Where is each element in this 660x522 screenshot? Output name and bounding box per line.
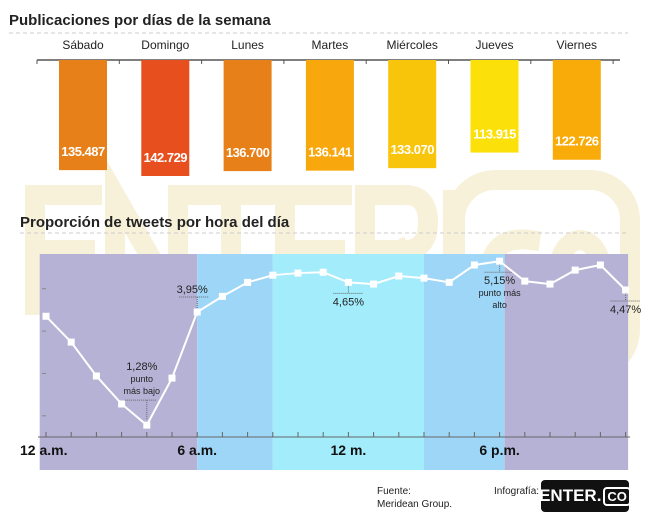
- time-band: [197, 254, 273, 470]
- bar-value-label: 113.915: [473, 127, 516, 142]
- bar-value-label: 136.141: [308, 145, 352, 160]
- tweets-line: [45, 260, 627, 427]
- data-point: [143, 421, 151, 429]
- time-band: [504, 254, 629, 470]
- bar-jueves: [470, 60, 519, 153]
- data-point: [470, 261, 478, 269]
- bar-value-label: 142.729: [144, 150, 188, 165]
- bar-sábado: [59, 60, 107, 171]
- line-chart-title: Proporción de tweets por hora del día: [20, 214, 290, 231]
- enter-co-logo: ENTER. CO: [539, 480, 631, 512]
- data-point: [521, 277, 529, 285]
- x-tick-label: 6 a.m.: [177, 442, 217, 458]
- data-point: [445, 278, 453, 286]
- bar-value-label: 135.487: [61, 144, 105, 159]
- logo-main: ENTER.: [539, 486, 602, 505]
- data-point: [42, 312, 50, 320]
- day-label: Viernes: [557, 38, 597, 52]
- time-band: [272, 254, 424, 470]
- line-chart: 1,28%punto más bajo 3,95% 4,65% 5,15%punto m…: [20, 254, 641, 470]
- data-point: [370, 280, 378, 288]
- source-label: Fuente:: [377, 486, 411, 497]
- annotation-label: 5,15%: [484, 275, 515, 287]
- annotation-label: 4,47%: [610, 304, 641, 316]
- bar-miércoles: [388, 60, 437, 169]
- data-point: [344, 278, 352, 286]
- x-tick-label: 12 a.m.: [20, 442, 67, 458]
- watermark-letter-n: [105, 157, 188, 343]
- day-label: Jueves: [475, 38, 513, 52]
- bar-viernes: [552, 60, 601, 160]
- annotation-sublabel: punto más: [479, 288, 522, 298]
- bar-domingo: [141, 60, 190, 176]
- data-point: [571, 266, 579, 274]
- x-tick-label: 12 m.: [330, 442, 366, 458]
- day-label: Domingo: [141, 38, 189, 52]
- data-point: [395, 272, 403, 280]
- time-band: [39, 254, 198, 470]
- bar-value-label: 136.700: [226, 145, 270, 160]
- data-point: [67, 338, 75, 346]
- data-point: [118, 400, 126, 408]
- day-label: Miércoles: [387, 38, 438, 52]
- day-label: Martes: [312, 38, 349, 52]
- bar-chart-title: Publicaciones por días de la semana: [9, 12, 271, 29]
- bar-chart: Sábado 135.487 Domingo 142.729 Lunes 136.700 M…: [36, 38, 620, 176]
- data-point: [269, 271, 277, 279]
- annotation-sublabel: más bajo: [124, 386, 161, 396]
- bar-martes: [305, 60, 354, 171]
- data-point: [244, 278, 252, 286]
- data-point: [496, 257, 504, 265]
- x-tick-label: 6 p.m.: [479, 442, 519, 458]
- data-point: [168, 374, 176, 382]
- day-label: Lunes: [231, 38, 264, 52]
- data-point: [596, 261, 604, 269]
- credit-label: Infografía:: [494, 486, 540, 497]
- bar-lunes: [223, 60, 272, 172]
- time-band: [424, 254, 505, 470]
- day-label: Sábado: [62, 38, 104, 52]
- data-point: [319, 268, 327, 276]
- annotation-sublabel: alto: [492, 300, 507, 310]
- annotation-label: 3,95%: [177, 284, 208, 296]
- bar-value-label: 122.726: [555, 134, 599, 149]
- logo-co: CO: [603, 486, 631, 506]
- data-point: [193, 308, 201, 316]
- bar-value-label: 133.070: [390, 142, 434, 157]
- annotation-sublabel: punto: [131, 374, 154, 384]
- source-value: Meridean Group.: [377, 499, 453, 510]
- data-point: [294, 269, 302, 277]
- source: Fuente: Meridean Group.: [377, 485, 452, 511]
- data-point: [546, 280, 554, 288]
- data-point: [92, 372, 100, 380]
- data-point: [218, 292, 226, 300]
- data-point: [622, 286, 630, 294]
- data-point: [420, 274, 428, 282]
- annotation-label: 4,65%: [333, 296, 364, 308]
- annotation-label: 1,28%: [126, 361, 157, 373]
